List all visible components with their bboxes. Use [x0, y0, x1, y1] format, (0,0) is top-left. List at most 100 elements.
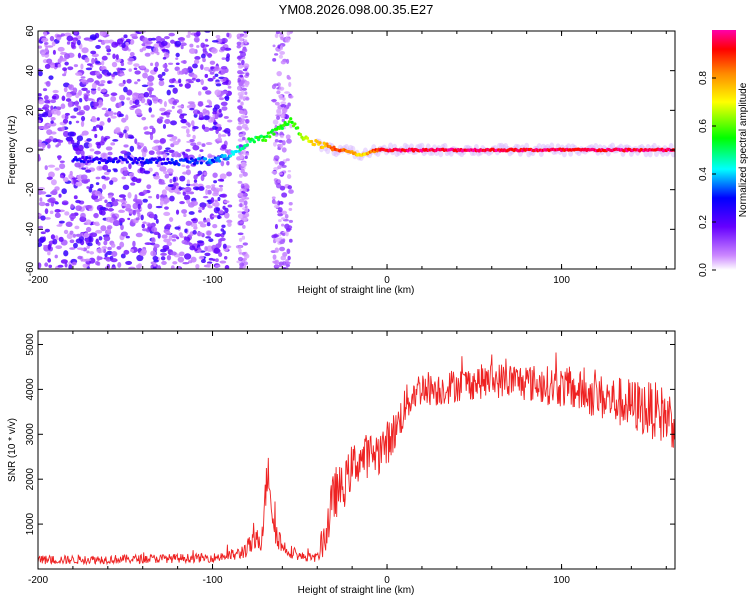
spectrogram-cell: [133, 67, 138, 71]
spectrogram-cell: [58, 193, 62, 198]
spectrogram-cell: [77, 255, 83, 260]
spectrogram-cell: [175, 52, 180, 58]
spectrogram-cell: [593, 142, 599, 150]
spectrogram-cell: [153, 66, 159, 72]
spectrogram-cell: [190, 120, 195, 127]
spectrogram-cell: [38, 242, 43, 248]
spectrogram-cell: [137, 145, 142, 150]
spectrogram-cell: [38, 119, 42, 123]
spectrogram-cell: [118, 194, 126, 198]
spectrogram-cell: [162, 57, 167, 60]
spectrogram-cell: [241, 235, 246, 240]
spectrogram-cell: [101, 246, 108, 250]
spectrogram-cell: [192, 230, 197, 235]
spectrogram-cell: [190, 183, 196, 187]
spectrogram-cell: [122, 184, 130, 191]
spectrogram-cell: [285, 134, 291, 140]
spectrogram-cell: [162, 245, 170, 250]
spectrogram-cell: [227, 222, 232, 228]
spectrogram-cell: [89, 148, 95, 152]
spectrogram-cell: [204, 252, 211, 257]
spectrogram-cell: [127, 57, 135, 62]
spectrogram-cell: [70, 139, 75, 145]
spectrogram-cell: [243, 217, 248, 221]
spectrogram-cell: [286, 248, 291, 255]
spectrogram-cell: [238, 133, 245, 138]
spectrogram-cell: [273, 167, 279, 171]
spectrogram-cell: [75, 72, 83, 76]
spectrogram-cell: [277, 179, 281, 184]
spectrogram-cell: [179, 251, 185, 257]
spectrogram-cell: [62, 118, 69, 124]
spectrogram-cell: [174, 226, 181, 230]
spectrogram-cell: [126, 97, 131, 101]
spectrogram-cell: [80, 63, 84, 70]
spectrogram-cell: [239, 37, 243, 42]
spectrogram-cell: [99, 206, 107, 211]
snr-series-line: [38, 352, 675, 566]
spectrogram-cell: [141, 157, 145, 161]
spectrogram-cell: [214, 199, 219, 203]
spectrogram-cell: [129, 145, 135, 152]
spectrogram-cell: [239, 34, 244, 38]
spectrogram-cell: [164, 35, 170, 40]
y-tick-label: 1000: [25, 513, 36, 536]
spectrogram-cell: [194, 158, 198, 162]
spectrogram-cell: [183, 253, 192, 260]
spectrogram-cell: [161, 189, 167, 196]
spectrogram-cell: [74, 162, 82, 168]
spectrogram-cell: [274, 237, 281, 242]
spectrogram-cell: [85, 205, 92, 209]
spectrogram-cell: [208, 158, 212, 162]
spectrogram-cell: [236, 145, 240, 149]
spectrogram-cell: [38, 141, 43, 148]
spectrogram-cell: [237, 99, 241, 103]
spectrogram-cell: [241, 47, 248, 53]
spectrogram-cell: [93, 212, 99, 219]
spectrogram-cell: [182, 261, 190, 265]
spectrogram-cell: [38, 125, 43, 130]
spectrogram-cell: [279, 185, 286, 191]
spectrogram-cell: [280, 255, 287, 261]
spectrogram-cell: [45, 46, 49, 53]
spectrogram-cell: [44, 165, 48, 170]
spectrogram-cell: [195, 78, 201, 83]
spectrogram-cell: [81, 47, 89, 54]
spectrogram-cell: [80, 174, 88, 181]
spectrogram-cell: [224, 207, 229, 214]
spectrogram-cell: [286, 138, 292, 144]
spectrogram-cell: [237, 232, 244, 236]
spectrogram-cell: [158, 78, 165, 81]
spectrogram-cell: [122, 79, 126, 85]
spectrogram-cell: [195, 161, 199, 165]
spectrogram-cell: [217, 159, 222, 163]
spectrogram-cell: [285, 158, 290, 162]
spectrogram-cell: [75, 205, 82, 211]
spectrogram-cell: [288, 189, 294, 194]
spectrogram-cell: [44, 217, 51, 220]
spectrogram-cell: [127, 192, 132, 199]
spectrogram-cell: [125, 114, 129, 121]
spectrogram-cell: [237, 213, 244, 219]
spectrogram-cell: [185, 220, 192, 226]
spectrogram-cell: [237, 210, 243, 214]
spectrogram-cell: [82, 263, 89, 268]
spectrogram-cell: [155, 193, 160, 200]
spectrogram-cell: [81, 178, 89, 184]
spectrogram-cell: [219, 260, 227, 264]
spectrogram-cell: [117, 262, 122, 268]
spectrogram-cell: [159, 157, 163, 162]
spectrogram-cell: [111, 266, 117, 269]
spectrogram-cell: [273, 204, 280, 209]
spectrogram-cell: [240, 90, 245, 96]
x-tick-label: 0: [384, 575, 390, 586]
spectrogram-cell: [60, 103, 66, 109]
spectrogram-cell: [224, 212, 230, 219]
spectrogram-cell: [81, 155, 85, 160]
spectrogram-cell: [207, 205, 213, 209]
spectrogram-cell: [135, 264, 141, 269]
spectrogram-cell: [51, 95, 57, 100]
spectrogram-cell: [63, 250, 69, 257]
spectrogram-cell: [186, 105, 192, 109]
